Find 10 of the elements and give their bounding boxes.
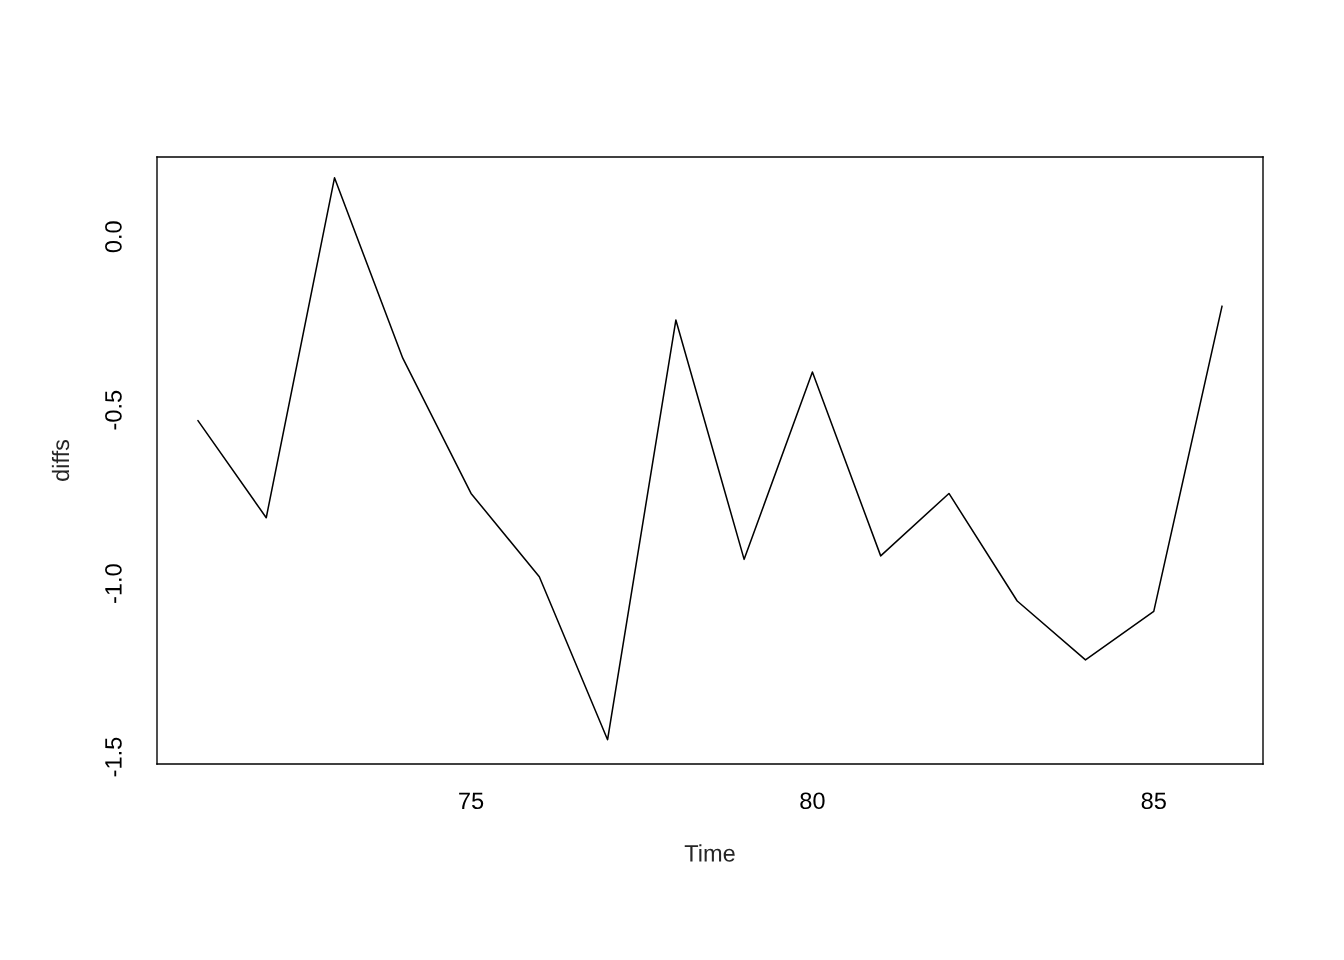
line-series bbox=[197, 177, 1223, 741]
x-tick-label: 80 bbox=[800, 792, 825, 810]
y-tick-label: -1.5 bbox=[105, 737, 122, 777]
y-axis-title: diffs bbox=[51, 439, 70, 481]
y-tick-label: -0.5 bbox=[105, 390, 122, 430]
x-axis-title: Time bbox=[684, 844, 735, 862]
y-tick-label: -1.0 bbox=[105, 564, 122, 603]
x-tick-label: 75 bbox=[459, 792, 484, 810]
y-tick-label: 0.0 bbox=[105, 221, 122, 253]
x-tick-label: 85 bbox=[1141, 792, 1166, 810]
